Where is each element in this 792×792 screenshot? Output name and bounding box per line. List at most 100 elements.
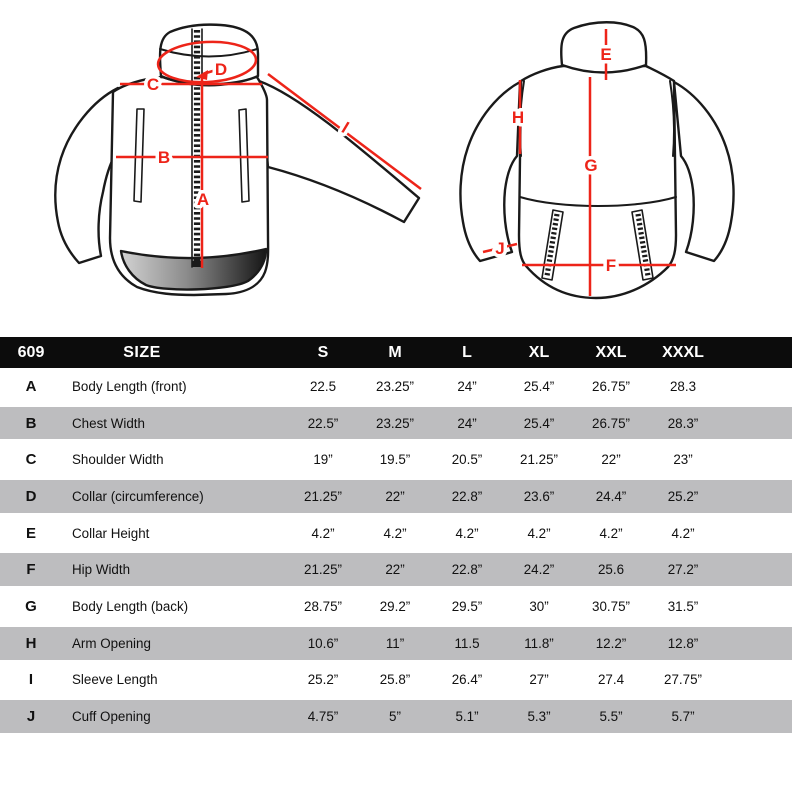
value-l: 26.4” xyxy=(451,672,483,688)
value-xl: 25.4” xyxy=(523,378,555,394)
value-m: 11” xyxy=(385,635,405,651)
measurement-name: Hip Width xyxy=(72,562,131,578)
value-s: 19” xyxy=(313,452,333,468)
front-right-pocket-slit xyxy=(238,108,250,203)
back-yoke-seam xyxy=(519,196,677,207)
value-m: 5” xyxy=(389,709,401,725)
column-header-xxxl: XXXL xyxy=(662,343,704,361)
value-s: 28.75” xyxy=(304,598,342,614)
value-m: 29.2” xyxy=(379,598,411,614)
measurement-name: Shoulder Width xyxy=(72,452,164,468)
back-right-armhole-seam xyxy=(669,80,675,157)
label-D: D xyxy=(215,60,227,79)
value-xl: 11.8” xyxy=(524,635,554,651)
value-l: 5.1” xyxy=(455,709,479,725)
front-right-sleeve xyxy=(257,79,421,224)
front-collar xyxy=(158,23,260,86)
value-xl: 27” xyxy=(529,672,549,688)
value-xxl: 26.75” xyxy=(592,415,630,431)
front-left-pocket-slit xyxy=(133,108,145,203)
value-s: 4.2” xyxy=(311,525,335,541)
value-xxxl: 27.75” xyxy=(664,672,702,688)
measurement-name: Arm Opening xyxy=(72,635,151,651)
value-xl: 4.2” xyxy=(527,525,551,541)
table-row-j: J Cuff Opening 4.75” 5” 5.1” 5.3” 5.5” 5… xyxy=(0,698,792,735)
measurement-name: Collar (circumference) xyxy=(72,488,204,504)
measurement-name: Body Length (back) xyxy=(72,598,189,614)
front-hem-band xyxy=(119,247,268,291)
value-xl: 5.3” xyxy=(527,709,551,725)
back-body xyxy=(517,64,678,300)
row-letter: B xyxy=(25,414,37,432)
value-s: 4.75” xyxy=(307,709,339,725)
row-letter: J xyxy=(26,708,36,726)
value-s: 22.5 xyxy=(309,378,337,394)
collar-circumference-line xyxy=(156,40,258,84)
measurement-name: Chest Width xyxy=(72,415,145,431)
row-letter: C xyxy=(25,451,37,469)
value-xxl: 24.4” xyxy=(595,488,627,504)
label-G: G xyxy=(584,156,597,175)
front-measurement-marks: C D B A I xyxy=(116,40,422,268)
front-body xyxy=(108,75,270,297)
value-s: 10.6” xyxy=(307,635,339,651)
value-m: 25.8” xyxy=(379,672,411,688)
column-header-l: L xyxy=(462,343,472,361)
value-xxl: 22” xyxy=(601,452,621,468)
value-l: 24” xyxy=(457,378,477,394)
value-l: 24” xyxy=(457,415,477,431)
row-letter: A xyxy=(25,377,37,395)
measurement-name: Collar Height xyxy=(72,525,150,541)
table-row-g: G Body Length (back) 28.75” 29.2” 29.5” … xyxy=(0,588,792,625)
jacket-back-view: E H G F J xyxy=(459,21,735,300)
value-l: 29.5” xyxy=(451,598,483,614)
row-letter: F xyxy=(26,561,36,579)
row-letter: G xyxy=(25,597,37,615)
value-xxl: 25.6 xyxy=(597,562,625,578)
value-l: 22.8” xyxy=(451,488,483,504)
value-m: 22” xyxy=(385,562,405,578)
measurement-name: Body Length (front) xyxy=(72,378,187,394)
jacket-measurement-diagram: C D B A I xyxy=(54,21,735,300)
value-xl: 24.2” xyxy=(523,562,555,578)
value-l: 4.2” xyxy=(455,525,479,541)
value-xxxl: 12.8” xyxy=(667,635,699,651)
table-row-i: I Sleeve Length 25.2” 25.8” 26.4” 27” 27… xyxy=(0,661,792,699)
value-s: 22.5” xyxy=(307,415,339,431)
column-header-xl: XL xyxy=(528,343,550,361)
cuff-opening-line xyxy=(482,242,518,254)
back-collar xyxy=(560,21,648,74)
value-xxl: 12.2” xyxy=(595,635,627,651)
label-H: H xyxy=(512,108,524,127)
sleeve-length-line xyxy=(267,73,422,190)
table-row-h: H Arm Opening 10.6” 11” 11.5 11.8” 12.2”… xyxy=(0,624,792,662)
product-code: 609 xyxy=(17,343,45,361)
value-xl: 30” xyxy=(529,598,549,614)
jacket-front-view: C D B A I xyxy=(54,23,422,297)
size-table-header: 609 SIZE S M L XL XXL XXXL xyxy=(0,337,792,368)
value-xl: 23.6” xyxy=(523,488,555,504)
value-s: 21.25” xyxy=(304,488,342,504)
value-xl: 25.4” xyxy=(523,415,555,431)
value-xxl: 27.4 xyxy=(597,672,625,688)
value-m: 23.25” xyxy=(376,415,414,431)
column-header-m: M xyxy=(388,343,402,361)
row-letter: I xyxy=(28,671,34,689)
value-xxxl: 25.2” xyxy=(667,488,699,504)
value-m: 22” xyxy=(385,488,405,504)
label-E: E xyxy=(600,45,611,64)
label-F: F xyxy=(606,256,616,275)
table-row-d: D Collar (circumference) 21.25” 22” 22.8… xyxy=(0,478,792,515)
value-xxl: 26.75” xyxy=(592,378,630,394)
label-A: A xyxy=(197,190,209,209)
value-xxxl: 28.3” xyxy=(667,415,699,431)
table-row-f: F Hip Width 21.25” 22” 22.8” 24.2” 25.6 … xyxy=(0,551,792,589)
front-collar-rim xyxy=(159,48,258,58)
value-l: 20.5” xyxy=(451,452,483,468)
size-table: 609 SIZE S M L XL XXL XXXL A Body Length… xyxy=(0,337,792,735)
row-letter: E xyxy=(25,524,36,542)
value-xxxl: 27.2” xyxy=(667,562,699,578)
value-s: 25.2” xyxy=(307,672,339,688)
table-row-e: E Collar Height 4.2” 4.2” 4.2” 4.2” 4.2”… xyxy=(0,514,792,552)
